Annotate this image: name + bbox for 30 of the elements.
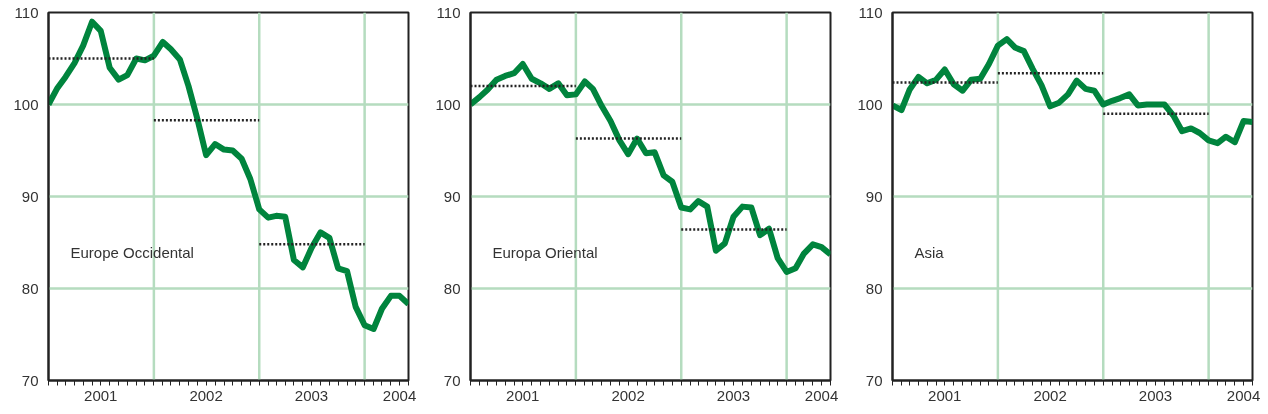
y-tick-label: 110 [436, 3, 461, 21]
y-tick-label: 100 [435, 95, 461, 113]
y-tick-label: 80 [865, 279, 883, 297]
x-tick-label: 2004 [1226, 386, 1261, 404]
x-tick-label: 2002 [189, 386, 223, 404]
x-tick-label: 2002 [611, 386, 645, 404]
y-tick-label: 80 [443, 279, 461, 297]
x-tick-label: 2003 [294, 386, 329, 404]
annotation: Europe Occidental [70, 243, 194, 261]
y-tick-label: 110 [858, 3, 883, 21]
x-tick-label: 2003 [716, 386, 751, 404]
y-tick-label: 70 [443, 371, 461, 389]
y-tick-label: 100 [13, 95, 39, 113]
y-tick-label: 70 [21, 371, 39, 389]
y-tick-label: 80 [21, 279, 39, 297]
y-tick-label: 100 [857, 95, 883, 113]
x-tick-label: 2004 [804, 386, 839, 404]
y-tick-label: 70 [865, 371, 883, 389]
x-tick-label: 2002 [1033, 386, 1067, 404]
y-tick-label: 90 [21, 187, 39, 205]
y-tick-label: 90 [443, 187, 461, 205]
x-tick-label: 2001 [84, 386, 118, 404]
x-tick-label: 2001 [928, 386, 962, 404]
annotation: Asia [914, 243, 945, 261]
x-tick-label: 2001 [506, 386, 540, 404]
x-tick-label: 2004 [382, 386, 417, 404]
x-tick-label: 2003 [1138, 386, 1173, 404]
y-tick-label: 90 [865, 187, 883, 205]
y-tick-label: 110 [14, 3, 39, 21]
annotation: Europa Oriental [492, 243, 598, 261]
